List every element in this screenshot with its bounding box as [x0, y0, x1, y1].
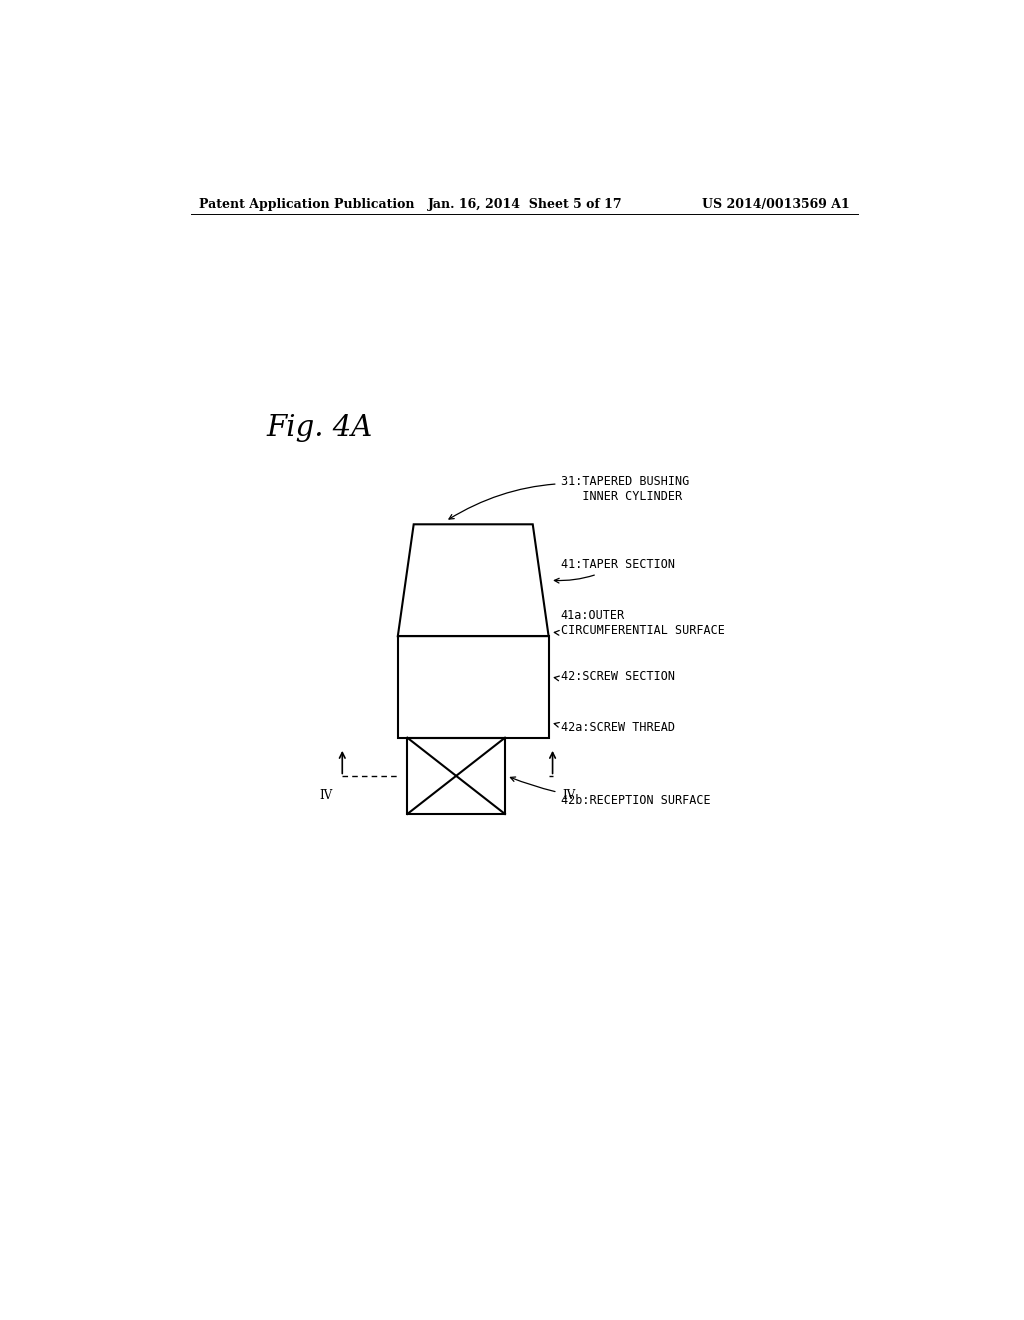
Text: Patent Application Publication: Patent Application Publication	[200, 198, 415, 211]
Text: 42b:RECEPTION SURFACE: 42b:RECEPTION SURFACE	[510, 777, 710, 808]
Text: 41a:OUTER
CIRCUMFERENTIAL SURFACE: 41a:OUTER CIRCUMFERENTIAL SURFACE	[554, 609, 724, 636]
Text: 31:TAPERED BUSHING
   INNER CYLINDER: 31:TAPERED BUSHING INNER CYLINDER	[449, 475, 689, 519]
Text: IV: IV	[562, 788, 575, 801]
Text: Jan. 16, 2014  Sheet 5 of 17: Jan. 16, 2014 Sheet 5 of 17	[427, 198, 623, 211]
Text: US 2014/0013569 A1: US 2014/0013569 A1	[702, 198, 850, 211]
Text: IV: IV	[319, 788, 333, 801]
Text: Fig. 4A: Fig. 4A	[267, 413, 373, 442]
Text: 41:TAPER SECTION: 41:TAPER SECTION	[554, 558, 675, 583]
Text: 42a:SCREW THREAD: 42a:SCREW THREAD	[554, 721, 675, 734]
Text: 42:SCREW SECTION: 42:SCREW SECTION	[554, 671, 675, 684]
